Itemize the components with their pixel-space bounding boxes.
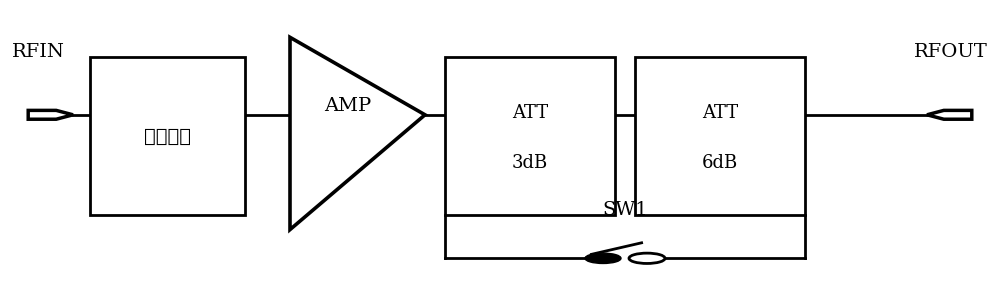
Polygon shape [28, 110, 73, 119]
Text: RFOUT: RFOUT [914, 43, 988, 61]
Polygon shape [927, 110, 972, 119]
Text: SW1: SW1 [602, 201, 648, 218]
Bar [90, 57, 245, 215]
Bar [635, 57, 805, 215]
Polygon shape [290, 37, 425, 230]
Text: 选频模块: 选频模块 [144, 127, 191, 146]
Circle shape [585, 253, 621, 263]
Text: AMP: AMP [324, 97, 371, 115]
Text: 6dB: 6dB [702, 154, 738, 172]
Circle shape [629, 253, 665, 263]
Bar [445, 57, 615, 215]
Text: RFIN: RFIN [12, 43, 65, 61]
Text: ATT: ATT [512, 104, 548, 122]
Text: 3dB: 3dB [512, 154, 548, 172]
Text: ATT: ATT [702, 104, 738, 122]
